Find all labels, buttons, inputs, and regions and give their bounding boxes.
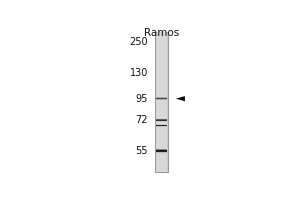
- Bar: [156, 100, 167, 101]
- Bar: [156, 151, 167, 152]
- Bar: [156, 96, 167, 97]
- Bar: [156, 118, 167, 119]
- Bar: [156, 32, 167, 172]
- Text: 72: 72: [135, 115, 148, 125]
- Bar: [156, 119, 167, 120]
- Bar: [156, 121, 167, 122]
- Bar: [156, 147, 167, 148]
- Bar: [156, 120, 167, 121]
- Bar: [156, 124, 167, 125]
- Bar: [156, 118, 167, 119]
- Bar: [156, 153, 167, 154]
- Bar: [156, 148, 167, 149]
- Bar: [156, 122, 167, 123]
- Bar: [156, 99, 167, 100]
- Bar: [156, 97, 167, 98]
- Bar: [156, 149, 167, 150]
- Bar: [156, 125, 167, 126]
- Bar: [156, 98, 167, 99]
- Polygon shape: [176, 96, 185, 101]
- Text: 130: 130: [130, 68, 148, 78]
- Bar: [156, 151, 167, 152]
- Bar: [156, 120, 167, 121]
- Bar: [156, 99, 167, 100]
- Bar: [156, 147, 167, 148]
- Bar: [156, 153, 167, 154]
- Bar: [156, 126, 167, 127]
- Bar: [156, 150, 167, 151]
- Text: 250: 250: [129, 37, 148, 47]
- Bar: [156, 152, 167, 153]
- Bar: [156, 126, 167, 127]
- Bar: [156, 121, 167, 122]
- Bar: [156, 150, 167, 151]
- Bar: [156, 98, 167, 99]
- Bar: [155, 32, 168, 172]
- Text: 95: 95: [136, 94, 148, 104]
- Text: Ramos: Ramos: [144, 28, 179, 38]
- Bar: [156, 119, 167, 120]
- Bar: [156, 100, 167, 101]
- Bar: [156, 154, 167, 155]
- Bar: [156, 125, 167, 126]
- Bar: [156, 149, 167, 150]
- Bar: [156, 124, 167, 125]
- Text: 55: 55: [135, 146, 148, 156]
- Bar: [156, 97, 167, 98]
